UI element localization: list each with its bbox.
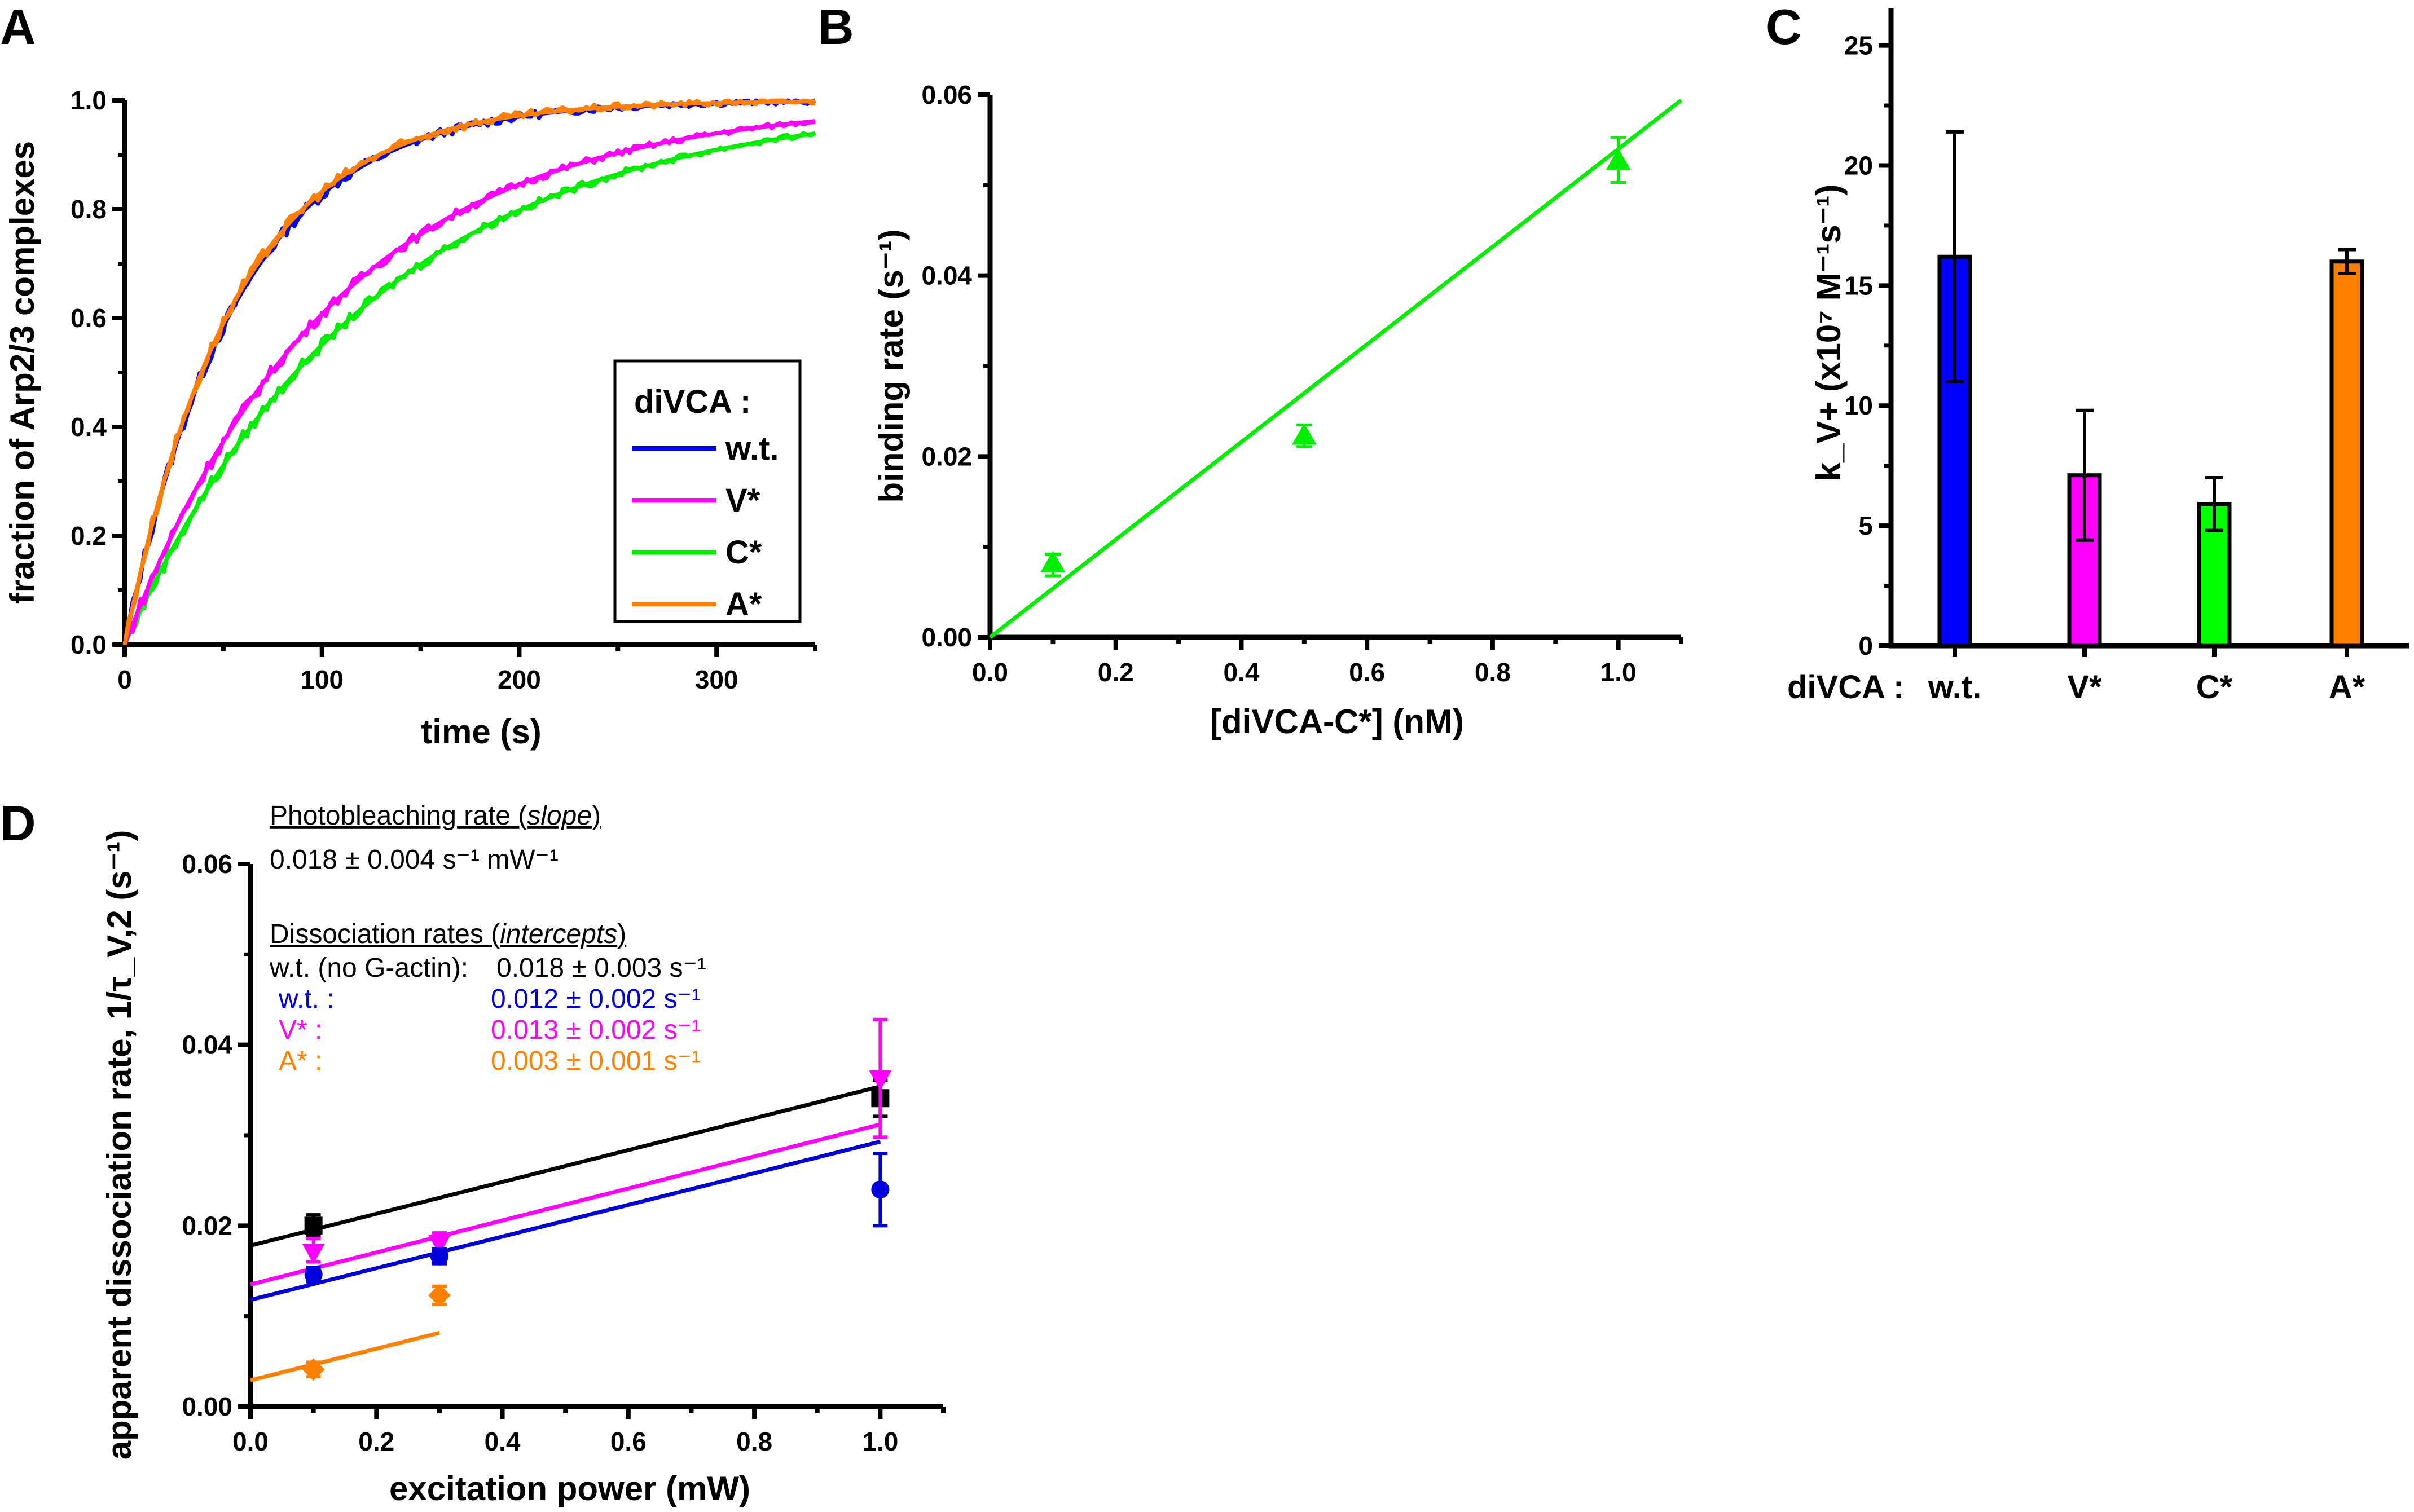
x-tick-label: 0.8 bbox=[736, 1427, 772, 1456]
category-label: w.t. bbox=[1928, 669, 1982, 706]
x-tick-label: 1.0 bbox=[1600, 658, 1637, 687]
legend-box bbox=[613, 359, 802, 623]
bar-A* bbox=[2329, 259, 2364, 648]
category-label: A* bbox=[2329, 669, 2365, 706]
legend-label-w.t.: w.t. bbox=[725, 430, 779, 467]
data-point bbox=[1606, 148, 1631, 170]
x-tick-label: 300 bbox=[695, 665, 738, 694]
panel-label-a: A bbox=[0, 0, 36, 55]
panel-c: 0 5 10 15 20 25 k_V+ (x10⁷ M⁻¹s⁻¹) diVCA : w.t. V… bbox=[1787, 8, 2409, 706]
panel-d: 0.00 0.02 0.04 0.06 0.0 0.2 0.4 0.6 0.8 1.0 excita… bbox=[100, 801, 946, 1507]
paren: ) bbox=[617, 919, 626, 949]
x-tick-label: 0.6 bbox=[1349, 658, 1385, 687]
fit-line-w.t. bbox=[250, 1139, 881, 1302]
y-tick-label: 0.8 bbox=[71, 195, 107, 224]
y-tick-label: 0.06 bbox=[921, 80, 972, 109]
data-point bbox=[304, 1216, 323, 1235]
y-axis-title: k_V+ (x10⁷ M⁻¹s⁻¹) bbox=[1810, 184, 1848, 482]
x-tick-label: 1.0 bbox=[862, 1427, 898, 1456]
y-tick-label: 0.4 bbox=[71, 412, 107, 442]
paren: ) bbox=[592, 801, 601, 831]
x-tick-label: 0.2 bbox=[1098, 658, 1134, 687]
data-point bbox=[302, 1244, 325, 1264]
y-tick-label: 0.04 bbox=[921, 261, 972, 290]
x-tick-label: 0.4 bbox=[485, 1427, 521, 1456]
panel-a: 0.0 0.2 0.4 0.6 0.8 1.0 0 100 200 300 time (s) frac… bbox=[3, 86, 817, 751]
y-tick-label: 15 bbox=[1844, 271, 1873, 300]
category-label: C* bbox=[2196, 669, 2233, 706]
y-axis-title: fraction of Arp2/3 complexes bbox=[3, 141, 41, 604]
x-axis-title: excitation power (mW) bbox=[389, 1470, 750, 1507]
x-tick-label: 0 bbox=[117, 665, 132, 694]
panel-label-c: C bbox=[1766, 0, 1802, 55]
slope-heading: Photobleaching rate (slope) bbox=[270, 801, 601, 831]
fit-line-V* bbox=[250, 1122, 881, 1286]
data-point bbox=[430, 1247, 448, 1266]
y-tick-label: 5 bbox=[1858, 511, 1873, 540]
fit-curve-A* bbox=[122, 99, 815, 645]
data-point bbox=[304, 1265, 323, 1284]
intercept-row-value: 0.018 ± 0.003 s⁻¹ bbox=[496, 953, 706, 983]
fit-line-w.t. (no G-actin) bbox=[250, 1085, 881, 1247]
y-axis-title: apparent dissociation rate, 1/τ_V,2 (s⁻¹… bbox=[100, 830, 138, 1460]
y-tick-label: 0 bbox=[1858, 631, 1873, 660]
x-tick-label: 0.6 bbox=[610, 1427, 647, 1456]
fit-curve-C* bbox=[122, 131, 816, 646]
intercept-row-value: 0.003 ± 0.001 s⁻¹ bbox=[491, 1046, 701, 1076]
x-axis-title: [diVCA-C*] (nM) bbox=[1210, 703, 1464, 740]
y-tick-label: 1.0 bbox=[71, 86, 107, 115]
data-point bbox=[428, 1235, 451, 1255]
intercept-row-label: A* : bbox=[279, 1046, 322, 1076]
legend-title: diVCA : bbox=[634, 383, 751, 420]
y-tick-label: 0.00 bbox=[182, 1392, 232, 1421]
data-point bbox=[428, 1284, 451, 1307]
y-tick-label: 0.2 bbox=[71, 521, 107, 550]
panel-label-b: B bbox=[818, 0, 854, 55]
y-tick-label: 0.02 bbox=[921, 442, 972, 471]
intercept-row-label: w.t. (no G-actin): bbox=[269, 953, 468, 983]
y-tick-label: 0.00 bbox=[921, 623, 972, 652]
y-tick-label: 10 bbox=[1844, 391, 1873, 420]
x-tick-label: 200 bbox=[498, 665, 541, 694]
data-point bbox=[869, 1070, 892, 1091]
category-label: V* bbox=[2067, 669, 2102, 706]
y-tick-label: 0.02 bbox=[182, 1211, 232, 1240]
intercept-row-label: w.t. : bbox=[278, 984, 335, 1014]
x-tick-label: 0.0 bbox=[972, 658, 1008, 687]
x-tick-label: 100 bbox=[300, 665, 344, 694]
fit-curve-V* bbox=[122, 119, 816, 646]
intercept-heading: Dissociation rates (intercepts) bbox=[270, 919, 626, 949]
y-tick-label: 20 bbox=[1844, 151, 1873, 180]
panel-label-d: D bbox=[0, 795, 36, 851]
y-tick-label: 0.06 bbox=[182, 849, 232, 879]
x-tick-label: 0.0 bbox=[232, 1427, 269, 1456]
intercept-row-value: 0.013 ± 0.002 s⁻¹ bbox=[491, 1015, 701, 1045]
slope-heading-italic: slope bbox=[527, 801, 592, 831]
y-tick-label: 25 bbox=[1844, 31, 1873, 60]
intercept-heading-italic: intercepts bbox=[500, 919, 617, 949]
data-point bbox=[302, 1358, 325, 1381]
fit-line-A* bbox=[250, 1330, 440, 1382]
data-point bbox=[1291, 423, 1317, 445]
x-tick-label: 0.8 bbox=[1475, 658, 1511, 687]
data-point bbox=[871, 1180, 890, 1199]
y-axis-title: binding rate (s⁻¹) bbox=[872, 230, 910, 503]
legend-label-A*: A* bbox=[725, 586, 762, 623]
slope-value: 0.018 ± 0.004 s⁻¹ mW⁻¹ bbox=[270, 845, 559, 875]
intercept-row-label: V* : bbox=[279, 1015, 322, 1045]
x-axis-title: time (s) bbox=[421, 713, 541, 751]
x-tick-label: 0.2 bbox=[358, 1427, 394, 1456]
y-tick-label: 0.04 bbox=[182, 1030, 232, 1060]
fit-line bbox=[988, 98, 1683, 639]
y-tick-label: 0.6 bbox=[71, 303, 107, 333]
category-axis-label: diVCA : bbox=[1787, 669, 1904, 706]
legend-label-C*: C* bbox=[725, 534, 762, 571]
data-point bbox=[1040, 550, 1066, 572]
x-tick-label: 0.4 bbox=[1223, 658, 1259, 687]
panel-b: 0.00 0.02 0.04 0.06 0.0 0.2 0.4 0.6 0.8 1.0 [diVCA… bbox=[872, 80, 1683, 740]
legend-label-V*: V* bbox=[725, 482, 760, 519]
intercept-row-value: 0.012 ± 0.002 s⁻¹ bbox=[491, 984, 701, 1014]
y-tick-label: 0.0 bbox=[71, 630, 107, 659]
